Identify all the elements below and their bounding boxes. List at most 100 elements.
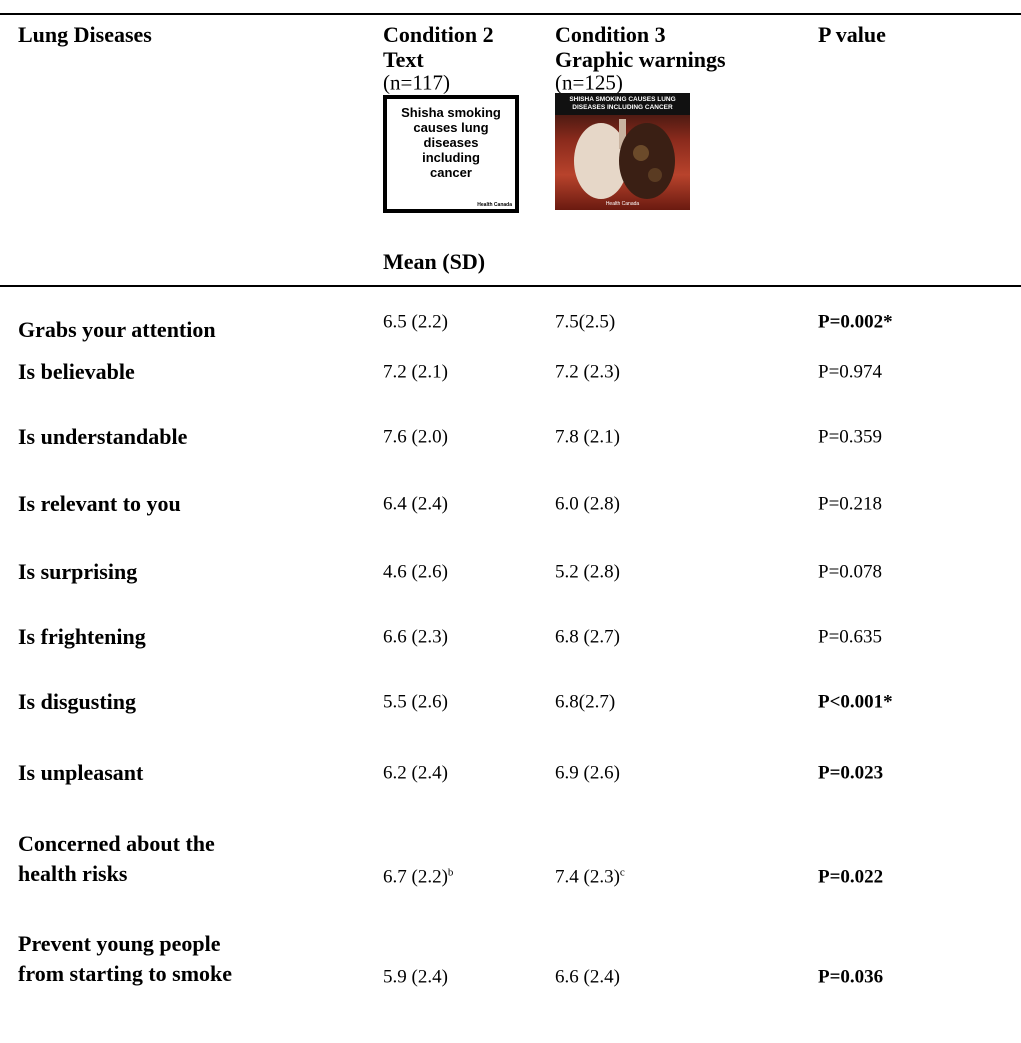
row-label: Concerned about the [18, 831, 215, 856]
row-label: Is disgusting [18, 689, 137, 714]
cell-text: 6.7 (2.2) [383, 866, 448, 888]
diseased-lung [619, 123, 675, 199]
cell-text: 6.8 (2.7) [555, 626, 620, 648]
row-label: Is unpleasant [18, 760, 144, 785]
header-band [555, 93, 690, 115]
image-heading: SHISHA SMOKING CAUSES LUNG DISEASES INCLU… [555, 96, 690, 112]
cell-text: 6.6 (2.4) [555, 966, 620, 988]
value-cell: P=0.218 [818, 495, 882, 514]
top-rule [0, 13, 1021, 15]
value-cell: 5.2 (2.8) [555, 563, 620, 582]
cell-text: P=0.974 [818, 361, 883, 383]
footnote-mark: c [619, 866, 625, 879]
cell-text: P=0.002* [818, 311, 893, 333]
image-text: diseases [423, 135, 479, 150]
cell-text: 6.8(2.7) [555, 691, 616, 713]
cell-text: 7.8 (2.1) [555, 426, 620, 448]
cell-text: 6.5 (2.2) [383, 311, 448, 333]
value-cell: 4.6 (2.6) [383, 563, 448, 582]
footnote-mark: b [447, 866, 454, 879]
value-cell: 6.8(2.7) [555, 693, 615, 712]
value-cell: 6.7 (2.2)b [383, 866, 454, 888]
row-label: from starting to smoke [18, 961, 233, 986]
value-cell: 7.2 (2.1) [383, 363, 448, 382]
lesion [633, 145, 649, 161]
row-label: Is relevant to you [18, 491, 181, 516]
value-cell: 6.9 (2.6) [555, 764, 620, 783]
value-cell: 6.5 (2.2) [383, 313, 448, 332]
measure-label: Mean (SD) [383, 249, 486, 274]
healthy-lung [574, 123, 628, 199]
cell-text: P=0.078 [818, 561, 883, 583]
cell-text: 5.5 (2.6) [383, 691, 448, 713]
row-label: Is believable [18, 359, 135, 384]
cell-text: 6.4 (2.4) [383, 493, 448, 515]
image-text: cancer [430, 165, 472, 180]
image-text: Shisha smoking [401, 105, 501, 120]
cell-text: P=0.022 [818, 866, 884, 888]
row-label: health risks [18, 861, 128, 886]
cell-text: 6.2 (2.4) [383, 762, 448, 784]
cell-text: P=0.635 [818, 626, 883, 648]
image-credit: Health Canada [477, 202, 512, 208]
cell-text: P=0.023 [818, 762, 884, 784]
value-cell: P<0.001* [818, 693, 893, 712]
column-header: Condition 2 [383, 22, 494, 47]
value-cell: 6.2 (2.4) [383, 764, 448, 783]
value-cell: 6.0 (2.8) [555, 495, 620, 514]
row-label: Is understandable [18, 424, 188, 449]
cell-text: 7.4 (2.3) [555, 866, 620, 888]
value-cell: 6.6 (2.4) [555, 968, 620, 987]
column-subheader: Text [383, 47, 424, 72]
cell-text: 7.6 (2.0) [383, 426, 448, 448]
trachea [619, 119, 626, 149]
cell-text: 7.5(2.5) [555, 311, 616, 333]
value-cell: 7.8 (2.1) [555, 428, 620, 447]
sample-size: (n=125) [555, 70, 623, 95]
lungs-illustration [555, 93, 690, 199]
value-cell: P=0.359 [818, 428, 882, 447]
value-cell: P=0.036 [818, 968, 883, 987]
column-subheader: Graphic warnings [555, 47, 726, 72]
value-cell: P=0.002* [818, 313, 893, 332]
row-label: Is surprising [18, 559, 138, 584]
value-cell: 5.5 (2.6) [383, 693, 448, 712]
sample-size: (n=117) [383, 70, 451, 95]
header-rule [0, 285, 1021, 287]
graphic-warning-image: SHISHA SMOKING CAUSES LUNG DISEASES INCLU… [555, 93, 690, 210]
value-cell: P=0.974 [818, 363, 882, 382]
value-cell: 6.8 (2.7) [555, 628, 620, 647]
image-credit: Health Canada [605, 201, 640, 207]
cell-text: 7.2 (2.1) [383, 361, 448, 383]
value-cell: 6.6 (2.3) [383, 628, 448, 647]
cell-text: P=0.036 [818, 966, 884, 988]
value-cell: P=0.078 [818, 563, 882, 582]
value-cell: 7.4 (2.3)c [555, 866, 625, 888]
cell-text: 7.2 (2.3) [555, 361, 620, 383]
text-warning-image: Health Canada Shisha smoking causes lung d… [383, 95, 519, 213]
value-cell: P=0.023 [818, 764, 883, 783]
value-cell: 7.5(2.5) [555, 313, 615, 332]
value-cell: P=0.635 [818, 628, 882, 647]
column-header: Condition 3 [555, 22, 666, 47]
cell-text: 6.6 (2.3) [383, 626, 448, 648]
image-text: DISEASES INCLUDING CANCER [572, 104, 673, 111]
lesion [648, 168, 662, 182]
cell-text: 6.0 (2.8) [555, 493, 620, 515]
cell-text: 4.6 (2.6) [383, 561, 448, 583]
cell-text: P<0.001* [818, 691, 893, 713]
image-text: including [422, 150, 480, 165]
value-cell: P=0.022 [818, 868, 883, 887]
image-text: causes lung [413, 120, 489, 135]
row-label: Grabs your attention [18, 317, 216, 342]
row-label: Is frightening [18, 624, 146, 649]
value-cell: 6.4 (2.4) [383, 495, 448, 514]
column-header: Lung Diseases [18, 22, 152, 47]
cell-text: P=0.218 [818, 493, 883, 515]
value-cell: 5.9 (2.4) [383, 968, 448, 987]
value-cell: 7.2 (2.3) [555, 363, 620, 382]
column-header: P value [818, 22, 886, 47]
image-text: SHISHA SMOKING CAUSES LUNG [569, 96, 676, 103]
value-cell: 7.6 (2.0) [383, 428, 448, 447]
